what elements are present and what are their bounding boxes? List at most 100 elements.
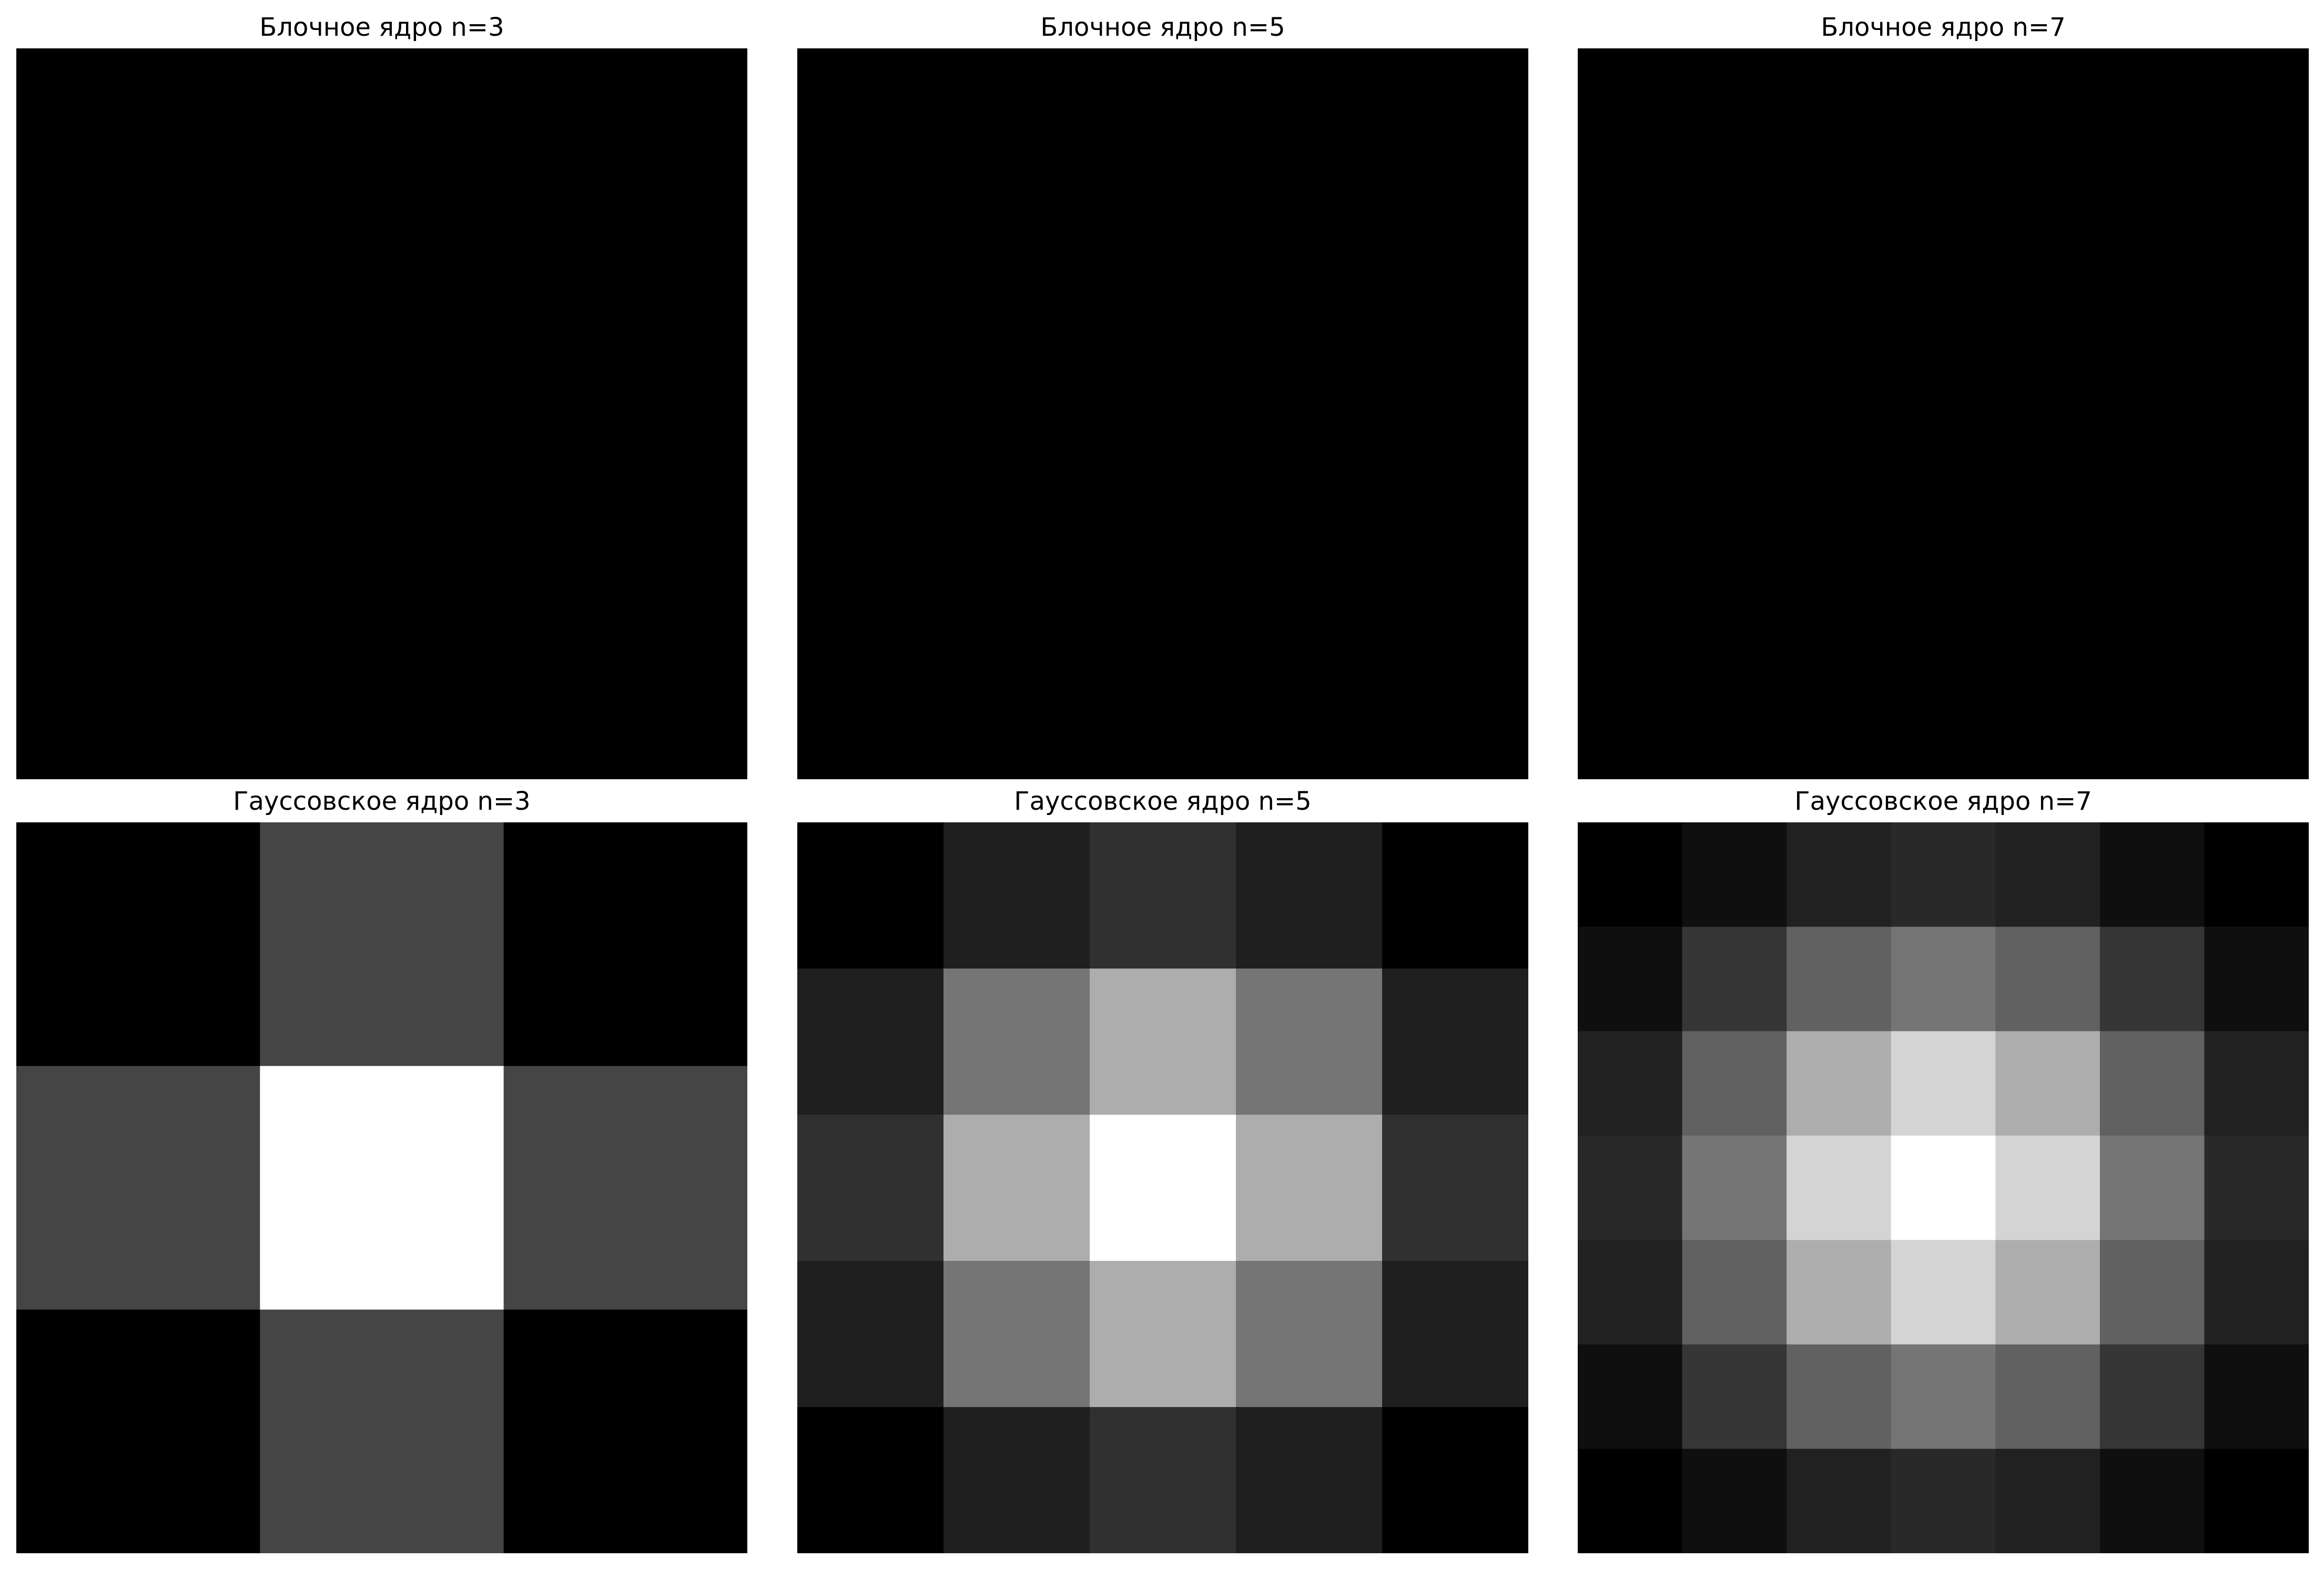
heatmap-cell-r3-c3 [1236, 487, 1383, 634]
heatmap-cell-r3-c0 [1578, 1135, 1683, 1240]
heatmap-cell-r4-c1 [1682, 1240, 1787, 1345]
heatmap-cell-r5-c1 [1682, 570, 1787, 676]
heatmap-cell-r0-c6 [2204, 48, 2309, 154]
heatmap-cell-r1-c6 [2204, 926, 2309, 1032]
heatmap-cell-r0-c1 [1682, 822, 1787, 928]
heatmap-cell-r2-c4 [1995, 1031, 2100, 1136]
heatmap-cell-r2-c6 [2204, 1031, 2309, 1136]
heatmap-cell-r2-c2 [503, 535, 747, 779]
heatmap-cell-r2-c5 [2099, 257, 2205, 362]
heatmap-cell-r3-c1 [1682, 1135, 1787, 1240]
heatmap-cell-r0-c6 [2204, 822, 2309, 928]
heatmap-cell-r5-c4 [1995, 570, 2100, 676]
heatmap-cell-r1-c1 [1682, 926, 1787, 1032]
heatmap-cell-r5-c6 [2204, 1344, 2309, 1450]
heatmap-cell-r4-c1 [943, 1407, 1090, 1553]
heatmap-plot [797, 822, 1528, 1553]
heatmap-cell-r4-c2 [1090, 633, 1236, 779]
heatmap-cell-r0-c0 [1578, 48, 1683, 154]
heatmap-panel-box-3: Блочное ядро n=3 [16, 12, 747, 779]
heatmap-cell-r2-c3 [1891, 257, 1996, 362]
heatmap-cell-r1-c2 [1090, 195, 1236, 341]
heatmap-cell-r0-c1 [260, 822, 504, 1066]
heatmap-cell-r2-c3 [1236, 341, 1383, 487]
chart-title: Блочное ядро n=7 [1821, 13, 2066, 42]
heatmap-cell-r5-c5 [2099, 570, 2205, 676]
heatmap-cell-r3-c4 [1995, 1135, 2100, 1240]
heatmap-cell-r0-c1 [260, 48, 504, 292]
heatmap-cell-r0-c4 [1995, 822, 2100, 928]
heatmap-cell-r1-c0 [16, 292, 260, 536]
heatmap-plot [797, 48, 1528, 779]
heatmap-cell-r6-c3 [1891, 675, 1996, 779]
heatmap-cell-r1-c2 [1787, 926, 1892, 1032]
heatmap-cell-r4-c1 [943, 633, 1090, 779]
heatmap-cell-r2-c1 [1682, 1031, 1787, 1136]
heatmap-cell-r6-c5 [2099, 675, 2205, 779]
heatmap-cell-r6-c6 [2204, 1449, 2309, 1553]
heatmap-cell-r1-c1 [260, 292, 504, 536]
heatmap-cell-r4-c3 [1236, 633, 1383, 779]
heatmap-cell-r2-c0 [1578, 1031, 1683, 1136]
heatmap-cell-r3-c6 [2204, 361, 2309, 466]
heatmap-cell-r3-c2 [1090, 1261, 1236, 1408]
heatmap-cell-r3-c4 [1382, 487, 1528, 634]
heatmap-cell-r5-c0 [1578, 1344, 1683, 1450]
heatmap-panel-gauss-3: Гауссовское ядро n=3 [16, 786, 747, 1553]
heatmap-cell-r1-c0 [16, 1066, 260, 1310]
heatmap-cell-r2-c2 [1787, 257, 1892, 362]
heatmap-cell-r4-c4 [1995, 466, 2100, 571]
heatmap-cell-r3-c0 [1578, 361, 1683, 466]
heatmap-cell-r0-c2 [1090, 48, 1236, 195]
heatmap-cell-r1-c1 [1682, 152, 1787, 258]
heatmap-cell-r3-c2 [1090, 487, 1236, 634]
chart-title: Гауссовское ядро n=3 [233, 787, 531, 816]
heatmap-cell-r0-c4 [1995, 48, 2100, 154]
heatmap-cell-r0-c2 [1090, 822, 1236, 969]
heatmap-cell-r0-c2 [1787, 48, 1892, 154]
heatmap-cell-r1-c0 [797, 195, 944, 341]
heatmap-cell-r5-c4 [1995, 1344, 2100, 1450]
heatmap-cell-r6-c4 [1995, 675, 2100, 779]
heatmap-cell-r0-c0 [797, 822, 944, 969]
heatmap-cell-r2-c5 [2099, 1031, 2205, 1136]
heatmap-cell-r0-c2 [503, 822, 747, 1066]
heatmap-cell-r6-c0 [1578, 1449, 1683, 1553]
heatmap-cell-r4-c3 [1891, 1240, 1996, 1345]
heatmap-cell-r0-c3 [1236, 822, 1383, 969]
heatmap-cell-r4-c0 [797, 633, 944, 779]
heatmap-cell-r6-c2 [1787, 675, 1892, 779]
heatmap-cell-r6-c1 [1682, 675, 1787, 779]
heatmap-cell-r2-c4 [1995, 257, 2100, 362]
heatmap-cell-r1-c1 [260, 1066, 504, 1310]
heatmap-cell-r1-c0 [1578, 152, 1683, 258]
heatmap-panel-gauss-7: Гауссовское ядро n=7 [1578, 786, 2309, 1553]
heatmap-cell-r0-c4 [1382, 48, 1528, 195]
heatmap-cell-r5-c2 [1787, 1344, 1892, 1450]
heatmap-cell-r5-c3 [1891, 570, 1996, 676]
heatmap-cell-r3-c3 [1891, 361, 1996, 466]
heatmap-cell-r2-c3 [1891, 1031, 1996, 1136]
heatmap-cell-r3-c2 [1787, 1135, 1892, 1240]
heatmap-cell-r1-c2 [503, 292, 747, 536]
heatmap-cell-r2-c3 [1236, 1115, 1383, 1261]
heatmap-cell-r4-c4 [1382, 633, 1528, 779]
heatmap-cell-r0-c0 [16, 822, 260, 1066]
heatmap-panel-box-7: Блочное ядро n=7 [1578, 12, 2309, 779]
heatmap-cell-r4-c2 [1787, 466, 1892, 571]
heatmap-cell-r0-c1 [943, 822, 1090, 969]
heatmap-cell-r0-c0 [16, 48, 260, 292]
heatmap-plot [16, 48, 747, 779]
heatmap-cell-r3-c0 [797, 1261, 944, 1408]
heatmap-cell-r4-c6 [2204, 466, 2309, 571]
heatmap-cell-r6-c0 [1578, 675, 1683, 779]
heatmap-cell-r1-c4 [1995, 152, 2100, 258]
heatmap-cell-r2-c1 [1682, 257, 1787, 362]
heatmap-cell-r4-c0 [797, 1407, 944, 1553]
heatmap-cell-r3-c4 [1382, 1261, 1528, 1408]
heatmap-cell-r0-c5 [2099, 48, 2205, 154]
heatmap-cell-r3-c5 [2099, 1135, 2205, 1240]
heatmap-cell-r3-c0 [797, 487, 944, 634]
heatmap-cell-r1-c4 [1995, 926, 2100, 1032]
heatmap-cell-r0-c5 [2099, 822, 2205, 928]
